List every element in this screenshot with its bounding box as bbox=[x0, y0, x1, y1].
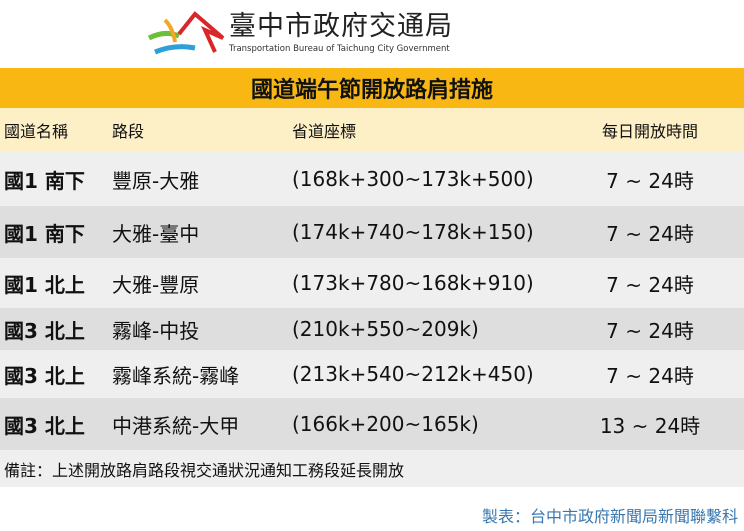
road: 國1 南下 bbox=[4, 168, 85, 193]
table-row: 國3 北上 霧峰-中投 (210k+550~209k) 7 ~ 24時 bbox=[0, 308, 744, 350]
coords: (213k+540~212k+450) bbox=[292, 362, 534, 386]
hours: 7 ~ 24時 bbox=[606, 272, 694, 297]
table-row: 國3 北上 霧峰系統-霧峰 (213k+540~212k+450) 7 ~ 24… bbox=[0, 350, 744, 398]
coords: (166k+200~165k) bbox=[292, 412, 479, 436]
coords: (210k+550~209k) bbox=[292, 317, 479, 341]
hours: 7 ~ 24時 bbox=[606, 318, 694, 343]
hours: 13 ~ 24時 bbox=[599, 413, 701, 438]
section: 豐原-大雅 bbox=[112, 168, 200, 193]
hours: 7 ~ 24時 bbox=[606, 221, 694, 246]
logo-name-en: Transportation Bureau of Taichung City G… bbox=[229, 44, 450, 54]
section: 大雅-豐原 bbox=[112, 272, 200, 297]
table-row: 國1 南下 豐原-大雅 (168k+300~173k+500) 7 ~ 24時 bbox=[0, 152, 744, 206]
section: 霧峰系統-霧峰 bbox=[112, 363, 240, 388]
table-row: 國1 北上 大雅-豐原 (173k+780~168k+910) 7 ~ 24時 bbox=[0, 258, 744, 308]
coords: (174k+740~178k+150) bbox=[292, 220, 534, 244]
section: 大雅-臺中 bbox=[112, 221, 200, 246]
logo-name-cn: 臺中市政府交通局 bbox=[229, 11, 453, 42]
road: 國3 北上 bbox=[4, 318, 85, 343]
header-section: 路段 bbox=[112, 122, 145, 141]
bureau-logo: 臺中市政府交通局 Transportation Bureau of Taichu… bbox=[145, 4, 453, 62]
road: 國3 北上 bbox=[4, 413, 85, 438]
road: 國3 北上 bbox=[4, 363, 85, 388]
table-note: 備註：上述開放路肩路段視交通狀況通知工務段延長開放 bbox=[0, 450, 744, 487]
header-road: 國道名稱 bbox=[4, 122, 69, 141]
section: 中港系統-大甲 bbox=[112, 413, 240, 438]
road: 國1 南下 bbox=[4, 221, 85, 246]
table-title: 國道端午節開放路肩措施 bbox=[0, 68, 744, 108]
hours: 7 ~ 24時 bbox=[606, 168, 694, 193]
coords: (168k+300~173k+500) bbox=[292, 167, 534, 191]
logo-emblem-icon bbox=[147, 11, 225, 55]
table-credit: 製表：台中市政府新聞局新聞聯繫科 bbox=[481, 507, 738, 526]
road: 國1 北上 bbox=[4, 272, 85, 297]
header-hours: 每日開放時間 bbox=[601, 122, 698, 141]
table-row: 國1 南下 大雅-臺中 (174k+740~178k+150) 7 ~ 24時 bbox=[0, 206, 744, 258]
section: 霧峰-中投 bbox=[112, 318, 200, 343]
table-header: 國道名稱 路段 省道座標 每日開放時間 bbox=[0, 108, 744, 152]
header-coords: 省道座標 bbox=[292, 122, 357, 141]
table-row: 國3 北上 中港系統-大甲 (166k+200~165k) 13 ~ 24時 bbox=[0, 398, 744, 450]
hours: 7 ~ 24時 bbox=[606, 363, 694, 388]
coords: (173k+780~168k+910) bbox=[292, 271, 534, 295]
